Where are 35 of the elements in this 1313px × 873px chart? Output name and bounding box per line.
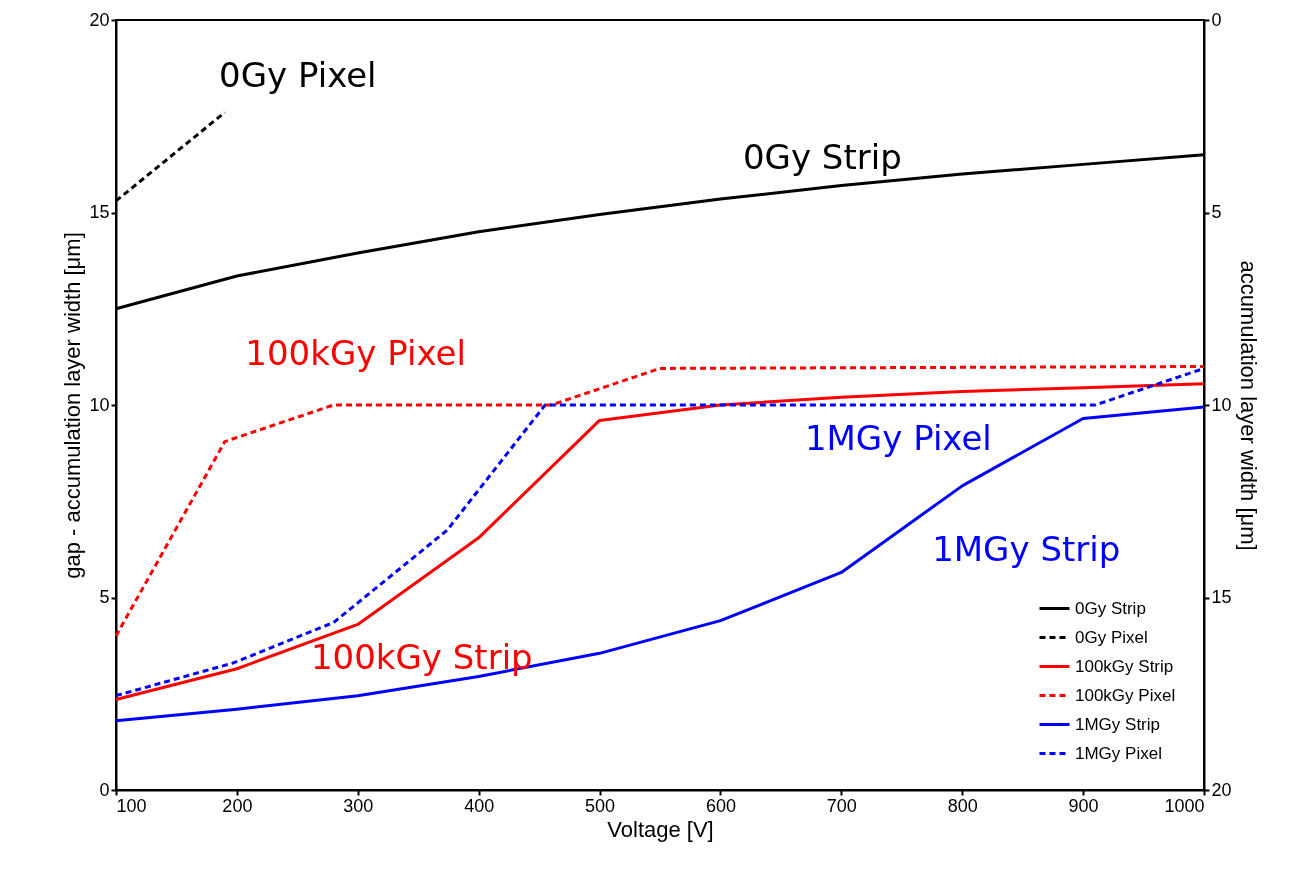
x-tick-label: 900 <box>1068 795 1099 816</box>
annotation: 0Gy Strip <box>742 136 902 177</box>
y-tick-label: 0 <box>99 779 110 800</box>
y2-tick-label: 0 <box>1211 9 1222 30</box>
x-tick-label: 300 <box>343 795 374 816</box>
y-tick-label: 10 <box>89 394 110 415</box>
annotation: 1MGy Strip <box>932 528 1121 569</box>
x-axis-title: Voltage [V] <box>607 816 714 842</box>
x-tick-label: 500 <box>585 795 616 816</box>
annotation: 100kGy Pixel <box>245 333 466 373</box>
x-tick-label: 800 <box>947 795 978 816</box>
annotation: 0Gy Pixel <box>219 55 377 96</box>
x-tick-label: 100 <box>116 795 147 816</box>
x-tick-label: 1000 <box>1164 795 1205 816</box>
y-tick-label: 20 <box>89 9 110 30</box>
y2-tick-label: 10 <box>1211 394 1232 415</box>
y2-tick-label: 5 <box>1211 202 1222 222</box>
x-tick-label: 700 <box>826 795 857 816</box>
y-tick-label: 15 <box>89 202 110 222</box>
annotation: 1MGy Pixel <box>804 418 992 458</box>
legend-label: 0Gy Strip <box>1075 598 1146 618</box>
x-tick-label: 600 <box>705 795 736 816</box>
y2-tick-label: 15 <box>1211 587 1232 607</box>
legend-label: 0Gy Pixel <box>1075 627 1148 647</box>
legend-label: 100kGy Pixel <box>1075 685 1176 705</box>
x-tick-label: 400 <box>464 795 495 816</box>
y2-tick-label: 20 <box>1211 779 1232 800</box>
y-axis-title: gap - accumulation layer width [μm] <box>60 232 86 579</box>
x-tick-label: 200 <box>222 795 253 816</box>
annotation: 100kGy Strip <box>310 637 533 678</box>
y2-axis-title: accumulation layer width [μm] <box>1235 260 1261 551</box>
legend-label: 1MGy Pixel <box>1075 743 1162 763</box>
legend-label: 100kGy Strip <box>1075 656 1174 676</box>
y-tick-label: 5 <box>99 587 110 607</box>
legend-label: 1MGy Strip <box>1075 714 1161 734</box>
